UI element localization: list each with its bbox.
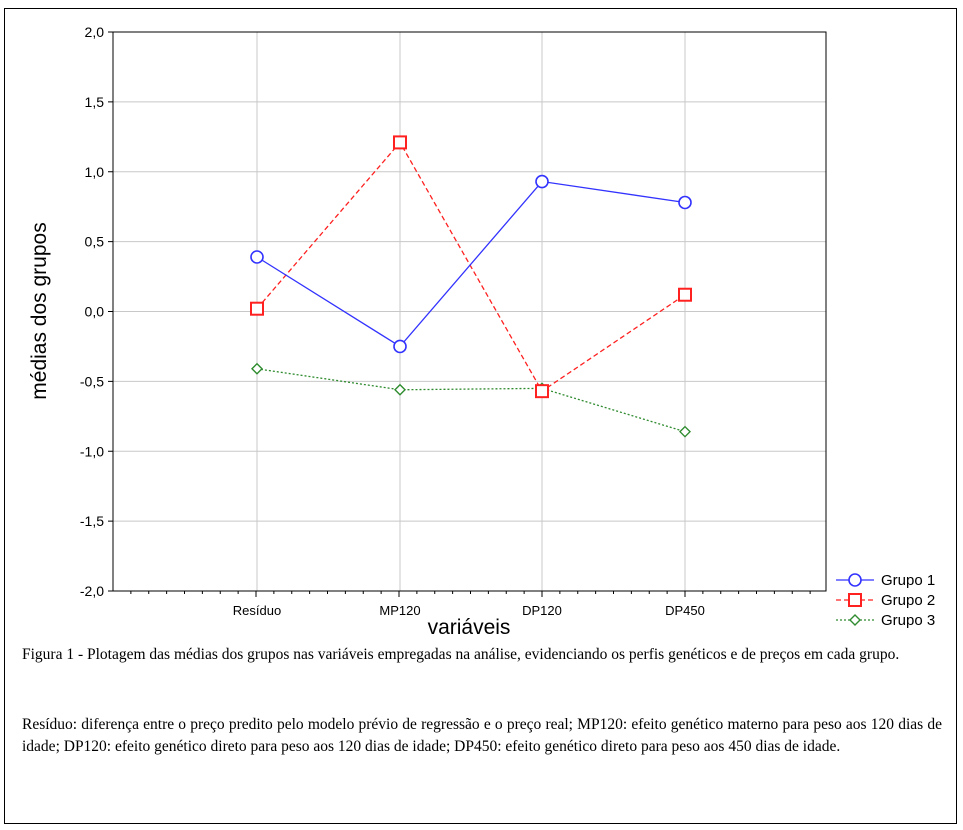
- data-point-grupo-1: [678, 195, 692, 210]
- y-tick-label: -1,5: [80, 513, 104, 529]
- y-tick-label: 2,0: [85, 24, 105, 40]
- x-axis-title: variáveis: [428, 616, 511, 639]
- x-tick-label: DP450: [665, 603, 705, 618]
- series-line-grupo-3: [256, 368, 686, 433]
- data-point-grupo-2: [393, 135, 407, 150]
- data-point-grupo-3: [679, 425, 691, 438]
- x-tick-label: Resíduo: [233, 603, 281, 618]
- x-tick-label: DP120: [522, 603, 562, 618]
- y-tick-label: 1,5: [85, 94, 105, 110]
- y-tick-label: -0,5: [80, 373, 104, 389]
- x-tick-label: MP120: [379, 603, 420, 618]
- data-point-grupo-2: [250, 301, 264, 316]
- legend-marker-grupo-3: [849, 614, 861, 626]
- y-axis-ticks: 2,0 1,5 1,0 0,5 0,0 -0,5 -1,0 -1,5 -2,0: [80, 24, 113, 599]
- legend-marker-grupo-1: [848, 573, 862, 587]
- series-line-grupo-1: [256, 180, 686, 348]
- figure-frame: [4, 8, 957, 824]
- series-group: [250, 135, 692, 438]
- x-axis-ticks: Resíduo MP120 DP120 DP450: [130, 591, 811, 618]
- data-point-grupo-2: [678, 287, 692, 302]
- figure-caption: Figura 1 - Plotagem das médias dos grupo…: [22, 646, 900, 663]
- legend-label-grupo-1: Grupo 1: [881, 572, 935, 589]
- data-point-grupo-1: [393, 339, 407, 354]
- data-point-grupo-3: [394, 383, 406, 396]
- data-point-grupo-1: [250, 250, 264, 264]
- legend-marker-grupo-2: [848, 593, 862, 607]
- data-point-grupo-3: [251, 362, 263, 375]
- figure-note: Resíduo: diferença entre o preço predito…: [22, 716, 942, 755]
- y-tick-label: 1,0: [85, 164, 105, 180]
- data-point-grupo-2: [535, 384, 549, 399]
- legend-label-grupo-2: Grupo 2: [881, 592, 935, 609]
- legend: Grupo 1 Grupo 2 Grupo 3: [836, 572, 935, 629]
- y-tick-label: 0,0: [85, 304, 105, 320]
- grid-lines: [113, 31, 826, 592]
- data-point-grupo-1: [535, 174, 549, 189]
- series-line-grupo-2: [256, 141, 686, 393]
- y-tick-label: -2,0: [80, 583, 104, 599]
- y-tick-label: -1,0: [80, 443, 104, 459]
- y-tick-label: 0,5: [85, 234, 105, 250]
- legend-label-grupo-3: Grupo 3: [881, 612, 935, 629]
- line-chart: 2,0 1,5 1,0 0,5 0,0 -0,5 -1,0 -1,5 -2,0 Resíduo M…: [28, 24, 935, 639]
- y-axis-title: médias dos grupos: [28, 222, 51, 399]
